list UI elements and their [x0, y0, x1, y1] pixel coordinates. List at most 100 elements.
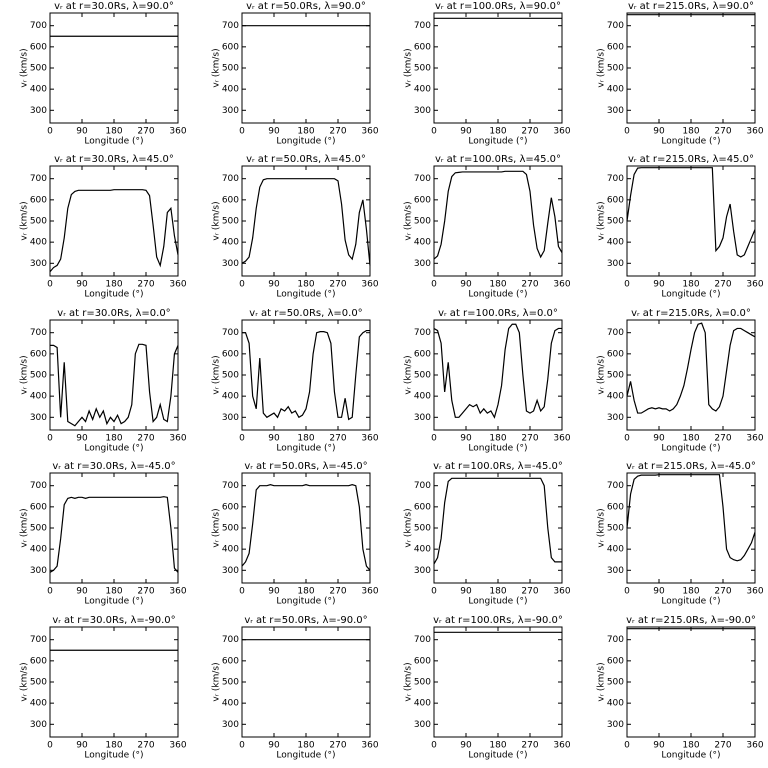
panel-title: vᵣ at r=100.0Rs, λ=-45.0° [433, 461, 563, 472]
panel-title: vᵣ at r=215.0Rs, λ=-90.0° [626, 615, 756, 626]
y-tick-label: 700 [222, 635, 239, 645]
y-axis-label: vᵣ (km/s) [404, 662, 414, 701]
x-tick-label: 360 [553, 280, 570, 290]
panel: vᵣ at r=30.0Rs, λ=-45.0° 0 90 180 270 360 300 4… [20, 461, 187, 607]
y-axis-label: vᵣ (km/s) [404, 508, 414, 547]
panel: vᵣ at r=30.0Rs, λ=-90.0° 0 90 180 270 360 300 4… [20, 615, 187, 761]
y-axis-label: vᵣ (km/s) [20, 355, 30, 394]
y-tick-label: 300 [30, 720, 47, 730]
y-tick-label: 400 [607, 545, 624, 555]
y-axis-label: vᵣ (km/s) [404, 355, 414, 394]
y-tick-label: 500 [607, 678, 624, 688]
plot-frame [49, 165, 179, 277]
panel: vᵣ at r=50.0Rs, λ=45.0° 0 90 180 270 360 300 40… [212, 154, 379, 300]
y-tick-label: 500 [30, 678, 47, 688]
y-tick-label: 500 [222, 371, 239, 381]
y-tick-label: 700 [30, 328, 47, 338]
y-tick-label: 500 [30, 64, 47, 74]
x-tick-label: 360 [746, 127, 763, 137]
y-tick-label: 300 [30, 413, 47, 423]
x-tick-label: 180 [682, 127, 699, 137]
panel-title: vᵣ at r=50.0Rs, λ=-90.0° [244, 615, 367, 626]
x-tick-label: 270 [714, 127, 731, 137]
y-tick-label: 300 [607, 106, 624, 116]
x-axis-label: Longitude (°) [468, 290, 527, 300]
y-tick-label: 400 [30, 699, 47, 709]
y-tick-label: 700 [222, 328, 239, 338]
y-tick-label: 300 [414, 720, 431, 730]
x-tick-label: 90 [268, 741, 280, 751]
plot-frame [433, 472, 563, 584]
y-tick-label: 700 [414, 635, 431, 645]
x-tick-label: 0 [624, 741, 630, 751]
x-axis-label: Longitude (°) [276, 137, 335, 147]
x-tick-label: 180 [297, 434, 314, 444]
y-tick-label: 600 [414, 502, 431, 512]
plot-frame [49, 12, 179, 124]
x-tick-label: 0 [624, 587, 630, 597]
x-tick-label: 360 [746, 587, 763, 597]
y-tick-label: 400 [607, 699, 624, 709]
x-tick-label: 360 [361, 587, 378, 597]
plot-frame [626, 165, 756, 277]
panel: vᵣ at r=30.0Rs, λ=45.0° 0 90 180 270 360 300 40… [20, 154, 187, 300]
x-tick-label: 180 [297, 587, 314, 597]
y-tick-label: 300 [222, 106, 239, 116]
y-tick-label: 400 [222, 392, 239, 402]
y-tick-label: 600 [414, 656, 431, 666]
panel-title: vᵣ at r=50.0Rs, λ=90.0° [246, 1, 366, 12]
x-tick-label: 0 [239, 741, 245, 751]
x-axis-label: Longitude (°) [661, 290, 720, 300]
x-tick-label: 0 [239, 587, 245, 597]
y-tick-label: 500 [414, 524, 431, 534]
x-tick-label: 90 [460, 280, 472, 290]
panel-title: vᵣ at r=50.0Rs, λ=-45.0° [244, 461, 367, 472]
panel-title: vᵣ at r=100.0Rs, λ=0.0° [438, 308, 558, 319]
panel-title: vᵣ at r=100.0Rs, λ=90.0° [435, 1, 561, 12]
data-line [241, 178, 371, 266]
panel: vᵣ at r=50.0Rs, λ=90.0° 0 90 180 270 360 300 40… [212, 1, 379, 147]
x-tick-label: 270 [137, 280, 154, 290]
y-tick-label: 300 [222, 566, 239, 576]
x-tick-label: 270 [714, 434, 731, 444]
x-tick-label: 270 [329, 741, 346, 751]
y-tick-label: 400 [607, 392, 624, 402]
plot-frame [626, 472, 756, 584]
x-tick-label: 180 [105, 280, 122, 290]
x-tick-label: 360 [169, 741, 186, 751]
x-tick-label: 360 [361, 127, 378, 137]
plot-frame [241, 472, 371, 584]
x-tick-label: 360 [169, 434, 186, 444]
panel-title: vᵣ at r=50.0Rs, λ=0.0° [249, 308, 362, 319]
x-tick-label: 360 [169, 127, 186, 137]
x-axis-label: Longitude (°) [468, 751, 527, 761]
x-tick-label: 0 [431, 587, 437, 597]
x-axis-label: Longitude (°) [84, 751, 143, 761]
x-tick-label: 270 [521, 127, 538, 137]
y-tick-label: 700 [607, 635, 624, 645]
y-tick-label: 300 [607, 566, 624, 576]
x-tick-label: 0 [624, 280, 630, 290]
y-axis-label: vᵣ (km/s) [597, 355, 607, 394]
y-tick-label: 500 [607, 524, 624, 534]
y-tick-label: 700 [30, 635, 47, 645]
y-tick-label: 500 [222, 64, 239, 74]
panel: vᵣ at r=100.0Rs, λ=45.0° 0 90 180 270 360 300 4… [404, 154, 571, 300]
panel: vᵣ at r=100.0Rs, λ=-45.0° 0 90 180 270 360 300… [404, 461, 571, 607]
y-tick-label: 400 [414, 699, 431, 709]
x-tick-label: 180 [105, 741, 122, 751]
x-axis-label: Longitude (°) [661, 597, 720, 607]
x-tick-label: 180 [489, 587, 506, 597]
x-tick-label: 90 [460, 741, 472, 751]
y-tick-label: 600 [30, 195, 47, 205]
y-tick-label: 400 [30, 238, 47, 248]
y-tick-label: 500 [607, 217, 624, 227]
x-tick-label: 270 [329, 434, 346, 444]
y-axis-label: vᵣ (km/s) [212, 508, 222, 547]
x-axis-label: Longitude (°) [276, 597, 335, 607]
panel-title: vᵣ at r=100.0Rs, λ=-90.0° [433, 615, 563, 626]
y-tick-label: 600 [607, 195, 624, 205]
x-tick-label: 90 [653, 741, 665, 751]
y-tick-label: 500 [414, 678, 431, 688]
y-tick-label: 300 [30, 259, 47, 269]
